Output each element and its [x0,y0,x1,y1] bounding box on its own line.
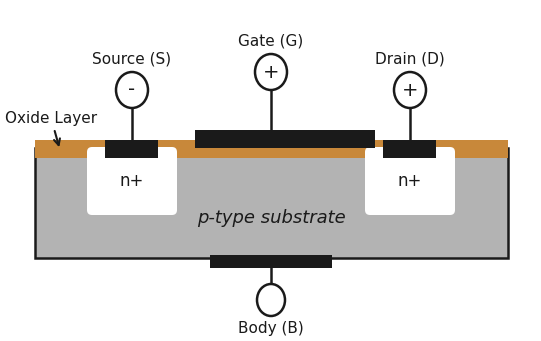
FancyBboxPatch shape [87,147,177,215]
Text: n+: n+ [120,172,144,190]
Text: +: + [402,80,418,100]
Text: Gate (G): Gate (G) [239,33,304,48]
Bar [195,130,375,148]
Bar [35,140,508,158]
Text: Body (B): Body (B) [238,321,304,336]
Ellipse shape [255,54,287,90]
Bar [383,140,436,158]
Ellipse shape [116,72,148,108]
Text: -: - [128,80,136,100]
Ellipse shape [394,72,426,108]
Text: Drain (D): Drain (D) [375,51,445,66]
Bar [210,255,332,268]
Text: +: + [263,62,279,81]
Text: n+: n+ [398,172,422,190]
Bar [105,140,158,158]
Text: Source (S): Source (S) [93,51,171,66]
Text: p-type substrate: p-type substrate [197,209,346,227]
Bar [35,148,508,258]
Text: Oxide Layer: Oxide Layer [5,110,97,145]
FancyBboxPatch shape [365,147,455,215]
Ellipse shape [257,284,285,316]
